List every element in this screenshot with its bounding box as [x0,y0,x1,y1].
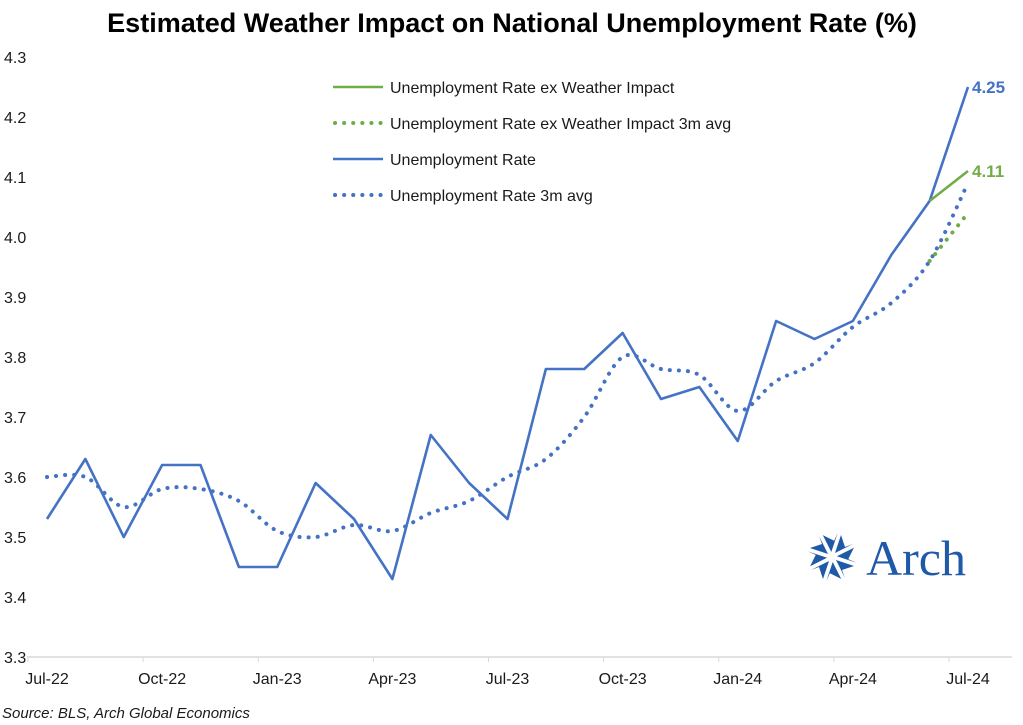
legend: Unemployment Rate ex Weather Impact Unemp… [333,80,731,205]
y-tick-label: 4.0 [4,230,26,247]
x-tick-label: Apr-24 [829,671,877,688]
y-tick-label: 3.9 [4,290,26,307]
y-tick-label: 3.4 [4,590,26,607]
plot-area [45,86,970,581]
series-line-unemployment-rate-ex-weather-impact-3m-avg [927,211,970,263]
series-line-unemployment-rate-3m-avg [45,181,970,540]
x-tick-label: Oct-23 [599,671,647,688]
logo-text: Arch [866,530,966,586]
y-tick-label: 3.3 [4,650,26,667]
arch-star-icon [807,532,857,582]
y-tick-label: 4.3 [4,50,26,67]
y-axis: 4.3 4.2 4.1 4.0 3.9 3.8 3.7 3.6 3.5 3.4 3.3 [4,50,26,667]
y-tick-label: 3.5 [4,530,26,547]
legend-label: Unemployment Rate ex Weather Impact [390,80,675,97]
legend-item: Unemployment Rate [333,152,536,169]
legend-item: Unemployment Rate ex Weather Impact 3m a… [333,116,731,133]
x-axis: Jul-22 Oct-22 Jan-23 Apr-23 Jul-23 Oct-23 Jan-… [25,656,1012,688]
legend-item: Unemployment Rate ex Weather Impact [333,80,675,97]
legend-item: Unemployment Rate 3m avg [333,188,593,205]
y-tick-label: 3.6 [4,470,26,487]
end-value-label: 4.11 [972,162,1004,181]
legend-label: Unemployment Rate ex Weather Impact 3m a… [390,116,731,133]
x-tick-label: Jul-22 [25,671,69,688]
y-tick-label: 3.7 [4,410,26,427]
chart-title: Estimated Weather Impact on National Une… [107,8,917,38]
y-tick-label: 4.2 [4,110,26,127]
series-line-unemployment-rate-ex-weather-impact [928,169,969,203]
end-labels: 4.11 4.25 [972,78,1005,181]
x-tick-label: Jul-24 [946,671,990,688]
x-tick-label: Jul-23 [486,671,530,688]
x-tick-label: Jan-23 [253,671,302,688]
source-note: Source: BLS, Arch Global Economics [2,705,250,722]
x-tick-label: Apr-23 [368,671,416,688]
y-tick-label: 4.1 [4,170,26,187]
x-tick-label: Jan-24 [713,671,762,688]
end-value-label: 4.25 [972,78,1005,97]
legend-label: Unemployment Rate 3m avg [390,188,593,205]
legend-label: Unemployment Rate [390,152,536,169]
x-tick-label: Oct-22 [138,671,186,688]
series-line-unemployment-rate [45,86,970,581]
y-tick-label: 3.8 [4,350,26,367]
arch-logo: Arch [807,530,966,586]
